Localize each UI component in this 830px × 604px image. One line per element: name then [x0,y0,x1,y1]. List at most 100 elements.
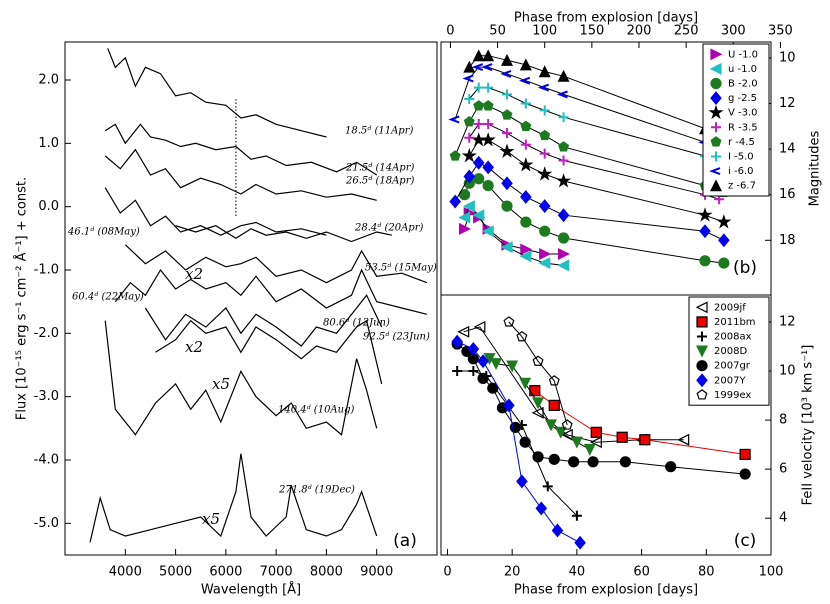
y-tick-label: 1.0 [38,136,59,151]
marker [506,360,519,373]
x-tick-label: 40 [569,565,586,580]
y-tick-label: 8 [779,413,787,428]
marker [535,501,548,516]
marker [695,301,708,314]
y-tick-label: 2.0 [38,73,59,88]
marker [462,74,474,83]
marker [458,211,471,224]
marker [665,461,677,473]
marker [696,316,708,328]
marker [472,155,485,170]
y-tick-label: 14 [779,142,796,157]
marker [499,143,515,158]
legend-label: I -5.0 [728,152,754,163]
marker [538,65,551,78]
marker [557,69,570,82]
marker [468,366,479,377]
marker [458,222,471,235]
marker [473,119,484,130]
y-axis-label: Flux [10⁻¹⁵ erg s⁻¹ cm⁻² Å⁻¹] + const. [14,177,30,420]
marker [531,406,544,419]
x-tick-label: 300 [721,24,746,39]
legend-label: 2008ax [714,332,752,343]
x-tick-label: 150 [579,24,604,39]
x-axis-label: Wavelength [Å] [201,582,301,598]
y-tick-label: 4 [779,511,787,526]
marker [583,443,596,456]
x-tick-label: 20 [504,565,521,580]
marker [551,523,564,538]
marker [467,342,480,356]
marker [696,373,708,388]
marker [500,69,512,78]
marker [477,354,489,369]
marker [587,456,599,468]
spectrum [104,123,378,176]
marker [568,456,580,468]
marker [503,316,515,327]
marker [473,82,484,93]
marker [711,122,721,133]
marker [483,82,494,93]
spectrum-label: 21.5ᵈ (14Apr) [345,163,414,174]
x-tick-label: 6000 [209,565,242,580]
spectrum [104,320,378,436]
annotation: x5 [212,375,230,393]
marker [557,208,570,223]
spectrum-label: 26.5ᵈ (18Apr) [345,176,414,187]
x-tick-label: 60 [633,565,650,580]
marker [516,330,528,342]
marker [538,257,551,270]
marker [699,224,711,239]
marker [716,214,732,229]
marker [448,115,460,124]
marker [520,139,531,150]
marker [537,166,553,181]
marker [500,241,513,254]
marker [538,199,551,214]
spectrum-label: 60.4ᵈ (22May) [72,292,144,303]
marker [548,375,560,386]
y-tick-label: 6 [779,462,787,477]
marker [473,100,485,111]
marker [461,148,477,163]
series-line [454,162,725,241]
spectrum-label: 46.1ᵈ (08May) [67,227,140,238]
marker [710,91,722,106]
marker [711,151,721,162]
marker [501,200,513,212]
x-tick-label: 80 [698,565,715,580]
legend-label: i -6.0 [728,166,753,177]
marker [472,49,485,62]
legend: 2009jf 2011bm 2008ax 2008D 2007gr 2007Y 1999ex [688,296,770,406]
marker [463,60,476,73]
marker [739,468,751,480]
marker [482,160,494,175]
spectrum [155,319,383,385]
marker [542,481,553,492]
spectrum-label: 271.8ᵈ (19Dec) [278,485,355,496]
marker [480,132,496,147]
marker [639,434,651,446]
y-tick-label: 0.0 [38,199,59,214]
marker [463,116,475,127]
marker [539,129,551,141]
spectrum [114,268,428,315]
marker [590,426,602,438]
x-axis-label: Phase from explosion [days] [514,11,698,26]
marker [532,355,544,366]
x-tick-label: 5000 [159,565,192,580]
spectrum-label: 80.6ᵈ (12Jun) [323,318,390,329]
x-tick-label: 250 [674,24,699,39]
marker [471,63,484,72]
panel-label: (b) [733,258,757,278]
y-tick-label: 18 [779,233,796,248]
marker [677,433,690,446]
series-line [508,321,568,426]
spectrum [144,294,383,347]
x-tick-label: 4000 [109,565,142,580]
marker [554,426,567,439]
x-tick-label: 0 [446,24,454,39]
y-axis-label: Magnitudes [808,130,823,206]
